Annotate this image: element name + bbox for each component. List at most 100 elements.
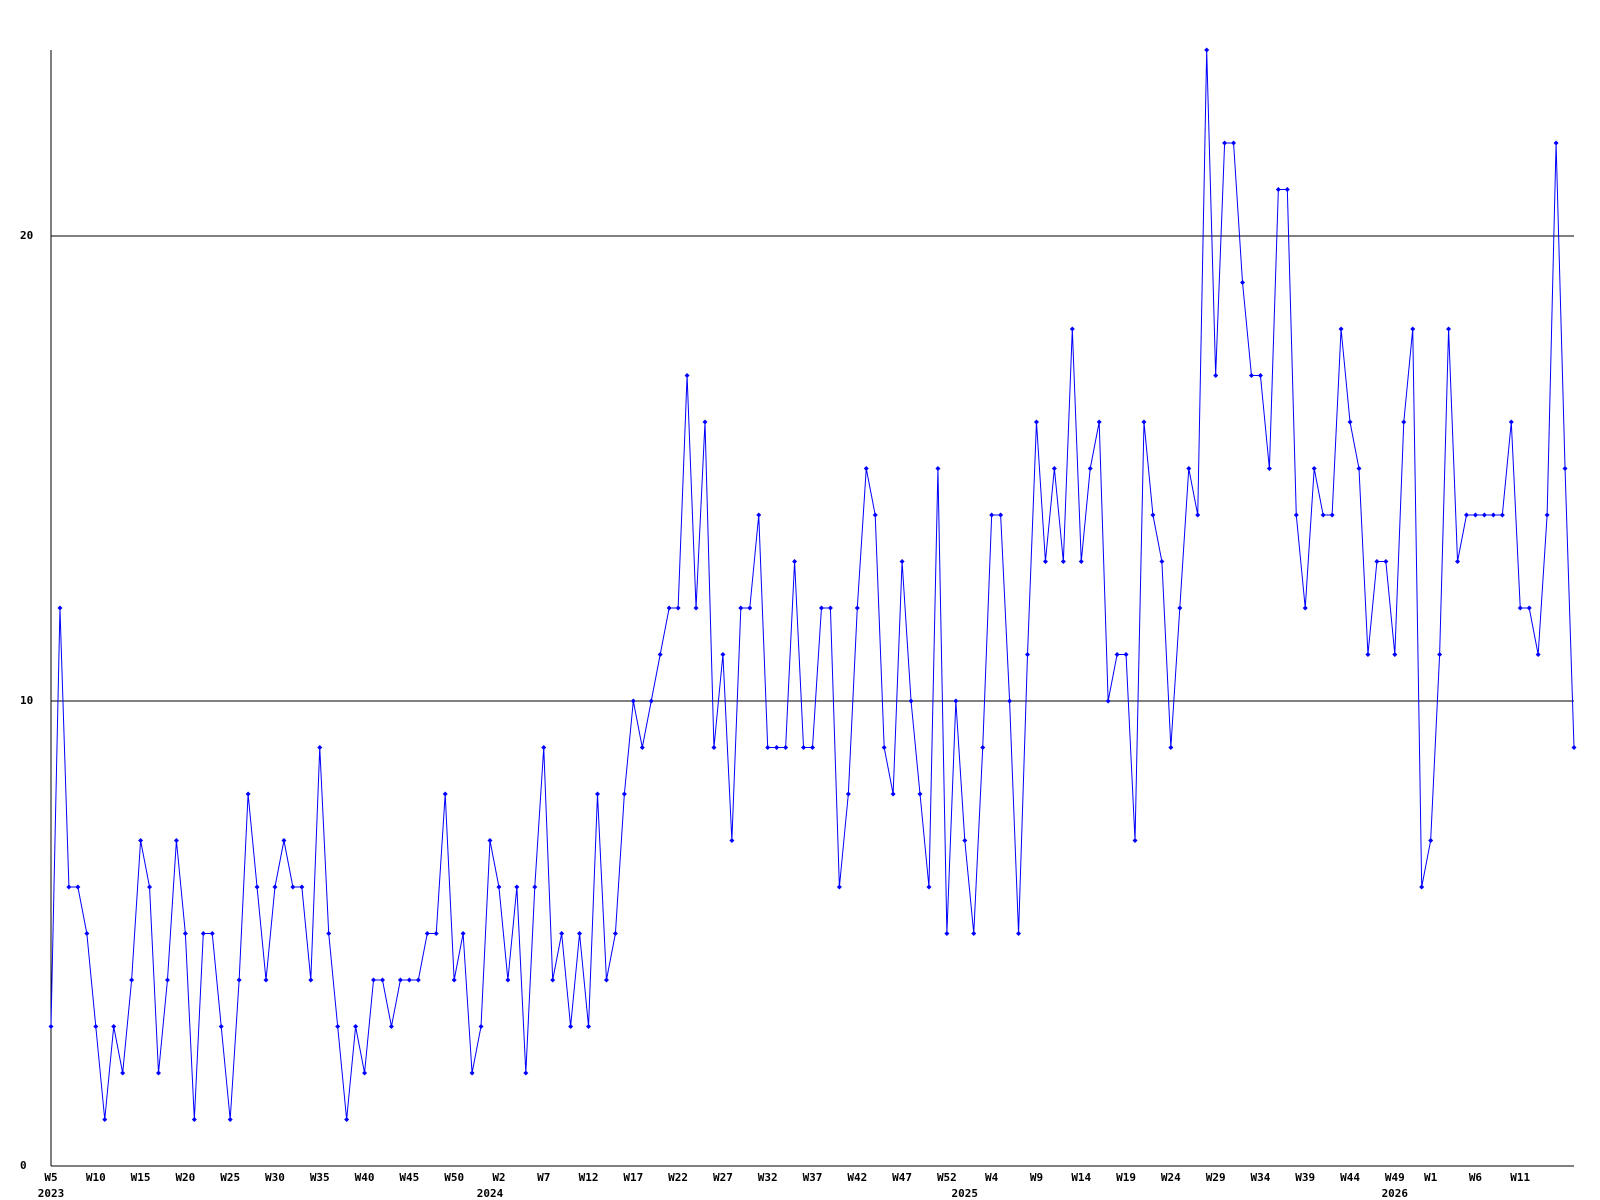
data-point — [1499, 512, 1505, 518]
data-point — [200, 931, 206, 936]
data-point — [1428, 838, 1434, 843]
data-point — [720, 652, 726, 657]
x-tick-label: W11 — [1510, 1171, 1530, 1184]
data-point — [433, 931, 439, 936]
data-point — [138, 838, 144, 843]
x-tick-label: W12 — [579, 1171, 599, 1184]
data-point — [182, 931, 188, 936]
x-tick-label: W34 — [1251, 1171, 1271, 1184]
data-point — [702, 419, 708, 425]
data-point — [1096, 419, 1102, 425]
data-point — [1195, 512, 1201, 518]
year-label: 2023 — [38, 1187, 65, 1200]
data-point — [1025, 652, 1031, 657]
data-point — [129, 977, 135, 983]
data-point — [532, 884, 538, 890]
data-point — [1410, 326, 1416, 332]
data-point — [1177, 605, 1183, 611]
data-point — [666, 605, 672, 611]
data-point — [1078, 559, 1084, 564]
x-tick-label: W27 — [713, 1171, 733, 1184]
data-point — [227, 1117, 233, 1122]
data-point — [1204, 47, 1210, 53]
x-tick-label: W17 — [623, 1171, 643, 1184]
data-point — [1105, 698, 1111, 704]
data-point — [1266, 466, 1272, 471]
data-point — [675, 605, 681, 611]
data-point — [1114, 652, 1120, 657]
year-label: 2026 — [1382, 1187, 1409, 1200]
x-tick-label: W19 — [1116, 1171, 1136, 1184]
data-point — [451, 977, 457, 983]
x-tick-label: W22 — [668, 1171, 688, 1184]
data-point — [1016, 931, 1022, 936]
data-point — [281, 838, 287, 843]
data-point — [469, 1070, 475, 1076]
data-point — [1231, 140, 1237, 146]
data-point — [379, 977, 385, 983]
x-tick-label: W4 — [985, 1171, 999, 1184]
data-point — [487, 838, 493, 843]
data-point — [559, 931, 565, 936]
data-point — [1248, 373, 1254, 378]
data-point — [1186, 466, 1192, 471]
data-point — [406, 977, 412, 983]
data-point — [57, 605, 63, 611]
data-point — [397, 977, 403, 983]
data-point — [908, 698, 914, 704]
data-point — [980, 745, 986, 750]
data-point — [156, 1070, 162, 1076]
data-point — [711, 745, 717, 750]
data-point — [1490, 512, 1496, 518]
data-point — [111, 1024, 117, 1029]
data-point — [1150, 512, 1156, 518]
data-point — [944, 931, 950, 936]
year-label: 2025 — [952, 1187, 979, 1200]
data-point — [505, 977, 511, 983]
data-point — [1544, 512, 1550, 518]
data-point — [1132, 838, 1138, 843]
data-point — [1007, 698, 1013, 704]
data-point — [603, 977, 609, 983]
data-point — [164, 977, 170, 983]
x-tick-label: W35 — [310, 1171, 330, 1184]
data-point — [756, 512, 762, 518]
data-point — [424, 931, 430, 936]
data-point — [191, 1117, 197, 1122]
data-point — [962, 838, 968, 843]
x-tick-label: W39 — [1295, 1171, 1315, 1184]
data-point — [1087, 466, 1093, 471]
data-point — [1069, 326, 1075, 332]
data-point — [568, 1024, 574, 1029]
data-point — [460, 931, 466, 936]
x-tick-label: W52 — [937, 1171, 957, 1184]
data-point — [989, 512, 995, 518]
data-point — [1033, 419, 1039, 425]
data-point — [173, 838, 179, 843]
data-point — [254, 884, 260, 890]
data-point — [792, 559, 798, 564]
data-point — [899, 559, 905, 564]
data-point — [1472, 512, 1478, 518]
y-tick-label: 10 — [20, 694, 33, 707]
x-tick-label: W47 — [892, 1171, 912, 1184]
data-point — [147, 884, 153, 890]
x-tick-label: W29 — [1206, 1171, 1226, 1184]
data-point — [1455, 559, 1461, 564]
data-point — [1535, 652, 1541, 657]
data-point — [496, 884, 502, 890]
data-point — [550, 977, 556, 983]
data-point — [1302, 605, 1308, 611]
data-point — [317, 745, 323, 750]
data-point — [1526, 605, 1532, 611]
data-point — [290, 884, 296, 890]
data-point — [810, 745, 815, 750]
data-point — [577, 931, 583, 936]
data-point — [854, 605, 860, 611]
data-point — [120, 1070, 126, 1076]
data-point — [218, 1024, 224, 1029]
x-tick-label: W2 — [492, 1171, 505, 1184]
x-tick-label: W1 — [1424, 1171, 1438, 1184]
